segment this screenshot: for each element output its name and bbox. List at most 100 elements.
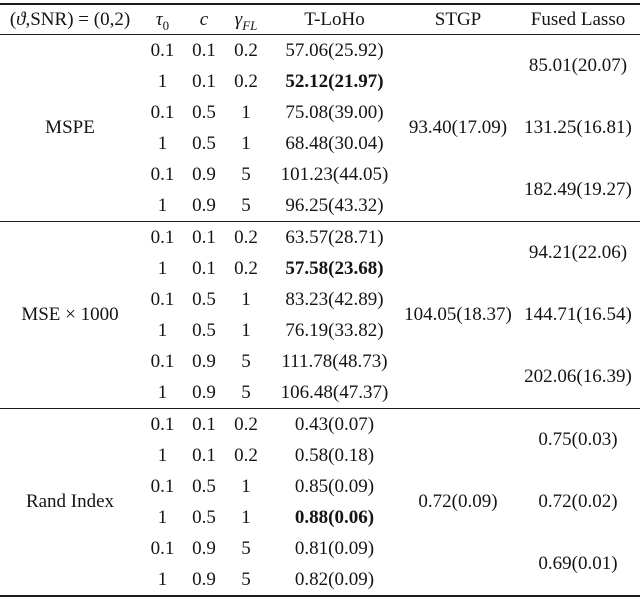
c-cell: 0.1 xyxy=(192,70,216,92)
tau-subscript: 0 xyxy=(162,17,170,33)
col-header-fused-lasso: Fused Lasso xyxy=(516,4,640,35)
fused-lasso-cell: 0.69(0.01) xyxy=(538,553,618,574)
fused-lasso-cell: 144.71(16.54) xyxy=(524,304,632,325)
tloho-cell: 96.25(43.32) xyxy=(285,194,384,216)
c-cell: 0.9 xyxy=(192,537,216,559)
c-symbol: c xyxy=(199,8,209,30)
section-label: MSE × 1000 xyxy=(21,304,119,325)
table-row: 1 0.1 0.2 52.12(21.97) xyxy=(0,66,640,97)
gamma-subscript: FL xyxy=(242,17,258,33)
gamma-symbol: γ xyxy=(234,8,243,30)
c-cell: 0.9 xyxy=(192,163,216,185)
c-cell: 0.1 xyxy=(192,413,216,435)
c-cell: 0.9 xyxy=(192,350,216,372)
tloho-cell: 52.12(21.97) xyxy=(285,70,384,92)
tloho-cell: 0.58(0.18) xyxy=(294,444,375,466)
table-row: 1 0.9 5 0.82(0.09) xyxy=(0,564,640,596)
c-cell: 0.5 xyxy=(192,475,216,497)
fused-lasso-cell: 182.49(19.27) xyxy=(524,179,632,200)
tloho-cell: 68.48(30.04) xyxy=(285,132,384,154)
gamma-fl-cell: 1 xyxy=(241,132,251,154)
c-cell: 0.9 xyxy=(192,194,216,216)
vartheta-symbol: ϑ xyxy=(16,8,26,30)
fused-lasso-cell: 131.25(16.81) xyxy=(524,117,632,138)
gamma-fl-cell: 0.2 xyxy=(234,70,258,92)
tau0-cell: 0.1 xyxy=(150,163,175,185)
c-cell: 0.9 xyxy=(192,381,216,403)
table-row: 1 0.9 5 96.25(43.32) xyxy=(0,190,640,222)
tau0-cell: 0.1 xyxy=(150,39,175,61)
tloho-cell: 83.23(42.89) xyxy=(285,288,384,310)
gamma-fl-cell: 0.2 xyxy=(234,257,258,279)
tau0-cell: 1 xyxy=(157,568,168,590)
table-row: 0.1 0.9 5 101.23(44.05) 182.49(19.27) xyxy=(0,159,640,201)
condition-post: ,SNR) = (0,2) xyxy=(25,8,131,30)
fused-lasso-cell: 0.75(0.03) xyxy=(538,429,618,450)
tau0-cell: 0.1 xyxy=(150,226,175,248)
tau0-cell: 1 xyxy=(157,194,168,216)
stgp-cell: 0.72(0.09) xyxy=(418,491,498,512)
section-label: Rand Index xyxy=(25,491,115,512)
tau-symbol: τ xyxy=(155,8,163,30)
c-cell: 0.9 xyxy=(192,568,216,590)
gamma-fl-cell: 1 xyxy=(241,319,251,341)
section-mse: MSE × 1000 0.1 0.1 0.2 63.57(28.71) 104.… xyxy=(0,221,640,409)
table-row: 0.1 0.9 5 0.81(0.09) 0.69(0.01) xyxy=(0,533,640,575)
c-cell: 0.1 xyxy=(192,39,216,61)
table-row: 0.1 0.5 1 0.85(0.09) 0.72(0.02) xyxy=(0,471,640,513)
tloho-cell: 0.82(0.09) xyxy=(294,568,375,590)
table-row: 1 0.9 5 106.48(47.37) xyxy=(0,377,640,409)
table-row: Rand Index 0.1 0.1 0.2 0.43(0.07) 0.72(0… xyxy=(0,409,640,513)
table-row: 1 0.1 0.2 57.58(23.68) xyxy=(0,253,640,284)
gamma-fl-cell: 5 xyxy=(241,381,251,403)
tau0-cell: 1 xyxy=(157,381,168,403)
col-header-tau0: τ0 xyxy=(140,4,185,35)
section-mspe: MSPE 0.1 0.1 0.2 57.06(25.92) 93.40(17.0… xyxy=(0,35,640,222)
condition-pre: ( xyxy=(9,8,17,30)
tloho-cell: 0.85(0.09) xyxy=(294,475,375,497)
table-row: 1 0.5 1 76.19(33.82) xyxy=(0,315,640,346)
gamma-fl-cell: 0.2 xyxy=(234,39,258,61)
table-row: 1 0.5 1 68.48(30.04) xyxy=(0,128,640,159)
c-cell: 0.1 xyxy=(192,444,216,466)
gamma-fl-cell: 0.2 xyxy=(234,413,258,435)
tau0-cell: 1 xyxy=(157,132,168,154)
tau0-cell: 0.1 xyxy=(150,101,175,123)
table-row: MSPE 0.1 0.1 0.2 57.06(25.92) 93.40(17.0… xyxy=(0,35,640,139)
table-row: 0.1 0.5 1 75.08(39.00) 131.25(16.81) xyxy=(0,97,640,139)
tloho-cell: 63.57(28.71) xyxy=(285,226,384,248)
stgp-cell: 104.05(18.37) xyxy=(404,304,512,325)
c-cell: 0.1 xyxy=(192,257,216,279)
col-header-c: c xyxy=(185,4,223,35)
gamma-fl-cell: 5 xyxy=(241,163,251,185)
gamma-fl-cell: 1 xyxy=(241,506,251,528)
table-row: MSE × 1000 0.1 0.1 0.2 63.57(28.71) 104.… xyxy=(0,222,640,326)
tloho-cell: 75.08(39.00) xyxy=(285,101,384,123)
c-cell: 0.5 xyxy=(192,132,216,154)
gamma-fl-cell: 1 xyxy=(241,101,251,123)
gamma-fl-cell: 5 xyxy=(241,350,251,372)
tloho-cell: 101.23(44.05) xyxy=(280,163,389,185)
section-label: MSPE xyxy=(45,117,95,138)
gamma-fl-cell: 0.2 xyxy=(234,226,258,248)
gamma-fl-cell: 5 xyxy=(241,568,251,590)
table-row: 1 0.1 0.2 0.58(0.18) xyxy=(0,440,640,471)
tau0-cell: 1 xyxy=(157,506,168,528)
col-header-gamma-fl: γFL xyxy=(223,4,269,35)
table-row: 0.1 0.5 1 83.23(42.89) 144.71(16.54) xyxy=(0,284,640,326)
page: { "table": { "header": { "col1": { "pre"… xyxy=(0,3,640,605)
fused-lasso-cell: 0.72(0.02) xyxy=(538,491,618,512)
tau0-cell: 0.1 xyxy=(150,350,175,372)
col-header-tloho: T-LoHo xyxy=(269,4,400,35)
tau0-cell: 0.1 xyxy=(150,537,175,559)
tloho-cell: 106.48(47.37) xyxy=(280,381,389,403)
tau0-cell: 0.1 xyxy=(150,288,175,310)
tau0-cell: 1 xyxy=(157,444,168,466)
tloho-cell: 0.88(0.06) xyxy=(294,506,375,528)
tloho-cell: 57.06(25.92) xyxy=(285,39,384,61)
results-table: (ϑ,SNR) = (0,2) τ0 c γFL T-LoHo STGP Fus… xyxy=(0,3,640,597)
gamma-fl-cell: 1 xyxy=(241,475,251,497)
tloho-cell: 57.58(23.68) xyxy=(285,257,384,279)
section-rand-index: Rand Index 0.1 0.1 0.2 0.43(0.07) 0.72(0… xyxy=(0,408,640,597)
c-cell: 0.5 xyxy=(192,319,216,341)
